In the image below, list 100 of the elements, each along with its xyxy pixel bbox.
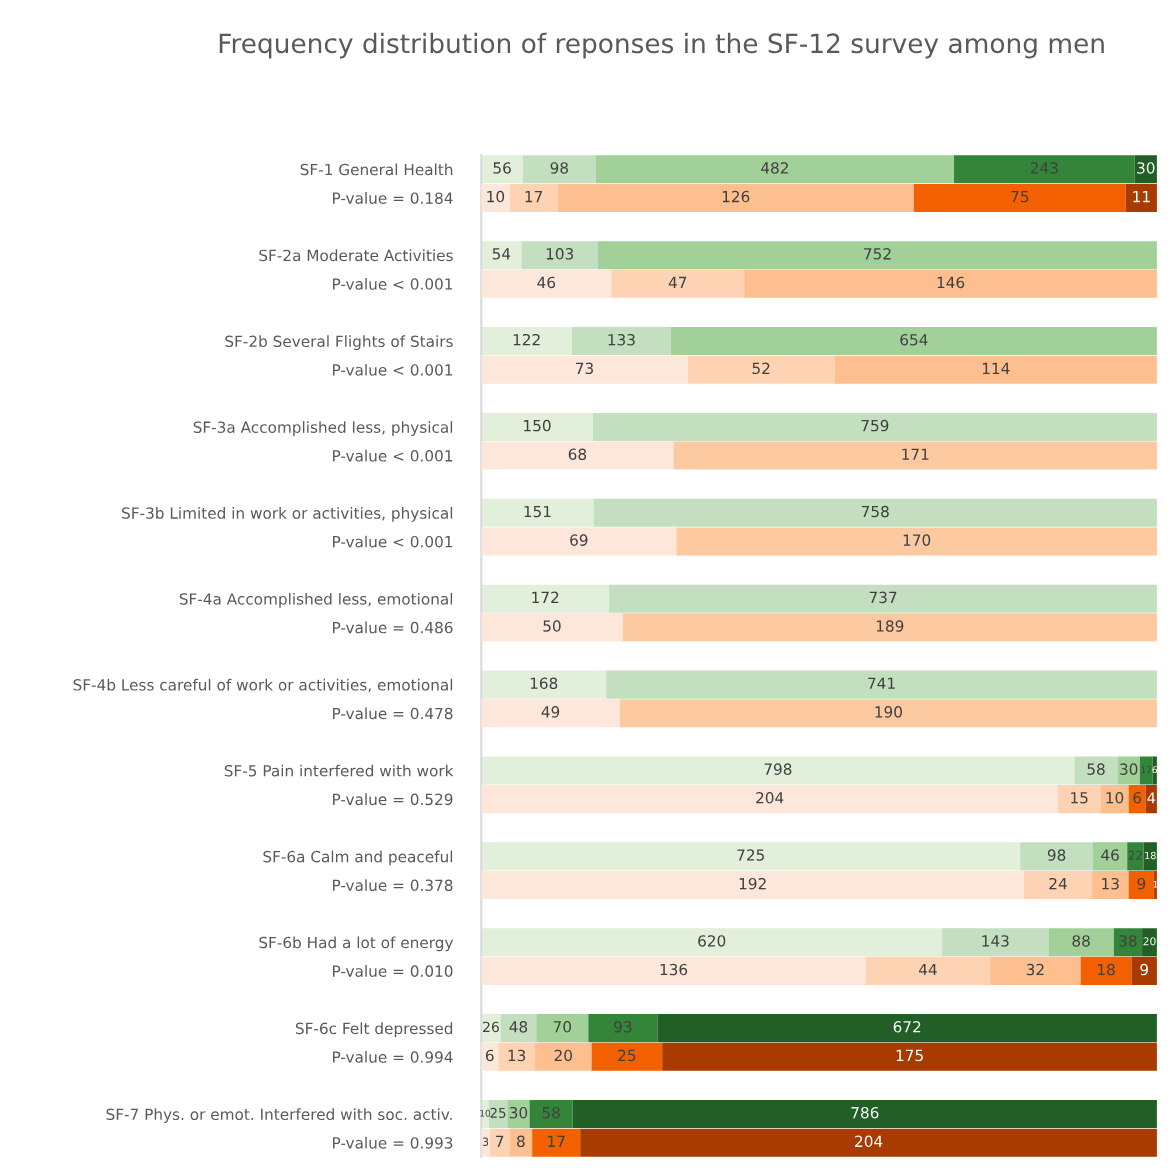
data-label: 620 [698, 935, 726, 947]
y-tick-label: P-value = 0.378 [333, 879, 453, 892]
y-tick-label: P-value < 0.001 [333, 535, 453, 548]
data-label: 133 [608, 333, 635, 346]
data-label: 146 [937, 276, 965, 289]
data-label: 737 [869, 591, 897, 604]
bar [611, 269, 745, 298]
y-tick-label: SF-7 Phys. or emot. Interfered with soc. activ. [106, 1108, 452, 1124]
data-label: 150 [524, 419, 551, 432]
data-label: 17 [548, 1135, 565, 1147]
data-label: 30 [509, 1106, 528, 1119]
data-label: 46 [537, 276, 556, 289]
y-tick-label: P-value = 0.529 [333, 793, 453, 806]
data-label: 1 [1153, 880, 1158, 888]
data-label: 752 [864, 248, 891, 260]
data-label: 13 [508, 1049, 526, 1062]
data-label: 88 [1072, 935, 1090, 947]
data-label: 68 [568, 448, 587, 460]
data-label: 26 [483, 1021, 499, 1033]
bar [481, 241, 522, 270]
data-label: 58 [1087, 763, 1105, 775]
data-label: 126 [722, 190, 750, 203]
data-label: 30 [1137, 162, 1155, 174]
data-label: 70 [553, 1021, 572, 1033]
y-tick-label: P-value < 0.001 [333, 449, 453, 462]
data-label: 24 [1049, 877, 1067, 890]
data-label: 69 [570, 534, 588, 546]
y-tick-label: P-value = 0.486 [333, 621, 453, 634]
y-tick-label: P-value = 0.994 [333, 1050, 453, 1063]
data-label: 6 [1133, 791, 1142, 804]
data-label: 175 [896, 1049, 923, 1062]
data-label: 38 [1119, 935, 1137, 947]
y-tick-label: SF-2a Moderate Activities [259, 249, 453, 262]
data-label: 73 [576, 362, 593, 375]
data-label: 10 [480, 1109, 491, 1117]
data-label: 46 [1101, 849, 1119, 861]
y-tick-label: SF-1 General Health [300, 163, 453, 176]
data-label: 204 [855, 1135, 883, 1148]
data-label: 22 [1128, 850, 1142, 860]
data-label: 17 [525, 190, 542, 203]
bar [481, 355, 688, 384]
data-label: 48 [509, 1021, 528, 1033]
data-label: 204 [756, 791, 784, 804]
bar [687, 355, 835, 384]
data-label: 243 [1030, 162, 1058, 174]
data-label: 122 [513, 333, 540, 346]
data-label: 192 [739, 877, 766, 890]
data-label: 171 [902, 448, 929, 460]
data-label: 10 [487, 190, 505, 203]
y-tick-label: SF-3b Limited in work or activities, physical [122, 507, 453, 522]
data-label: 189 [876, 620, 904, 632]
chart-title: Frequency distribution of reponses in the SF-12 survey among men [219, 32, 1104, 59]
data-label: 725 [737, 849, 764, 861]
y-tick-label: P-value = 0.478 [333, 707, 453, 720]
y-tick-label: SF-4b Less careful of work or activities, emotional [73, 678, 453, 693]
y-tick-label: P-value < 0.001 [333, 363, 453, 376]
data-label: 20 [554, 1049, 572, 1062]
data-label: 103 [546, 248, 574, 260]
data-label: 58 [542, 1106, 560, 1119]
data-label: 15 [1071, 792, 1088, 804]
data-label: 25 [490, 1107, 506, 1118]
data-label: 798 [764, 763, 792, 775]
data-label: 6 [485, 1049, 494, 1062]
y-tick-label: P-value = 0.184 [333, 192, 453, 204]
data-label: 168 [530, 677, 558, 690]
data-label: 482 [761, 162, 788, 174]
data-label: 54 [492, 248, 511, 260]
data-label: 7 [496, 1135, 504, 1147]
y-tick-label: SF-2b Several Flights of Stairs [225, 335, 453, 351]
y-tick-label: P-value = 0.010 [333, 965, 453, 977]
data-label: 114 [982, 362, 1010, 374]
data-label: 190 [875, 706, 902, 718]
data-label: 20 [1143, 937, 1156, 946]
y-tick-label: P-value = 0.993 [333, 1136, 453, 1149]
data-label: 170 [903, 534, 931, 546]
y-tick-label: SF-3a Accomplished less, physical [193, 421, 453, 436]
data-label: 25 [618, 1049, 636, 1062]
data-label: 741 [868, 677, 895, 689]
y-tick-label: SF-6a Calm and peaceful [263, 850, 453, 866]
data-label: 8 [517, 1135, 525, 1148]
data-label: 49 [541, 706, 560, 718]
bar [865, 956, 991, 985]
data-label: 93 [614, 1021, 632, 1033]
data-label: 786 [851, 1106, 879, 1119]
data-label: 654 [900, 333, 928, 346]
data-label: 44 [918, 963, 937, 976]
data-label: 9 [1140, 963, 1149, 976]
data-label: 50 [543, 620, 561, 632]
data-label: 56 [493, 162, 511, 174]
data-label: 3 [482, 1137, 489, 1146]
data-label: 47 [668, 276, 687, 289]
data-label: 32 [1026, 963, 1044, 976]
data-label: 759 [861, 419, 889, 432]
y-tick-label: SF-5 Pain interfered with work [224, 764, 454, 777]
data-label: 758 [861, 505, 889, 518]
data-label: 98 [550, 162, 568, 174]
data-label: 17 [1141, 766, 1152, 774]
data-label: 30 [1120, 763, 1138, 775]
data-label: 151 [524, 505, 551, 518]
y-tick-label: SF-6b Had a lot of energy [259, 936, 454, 952]
